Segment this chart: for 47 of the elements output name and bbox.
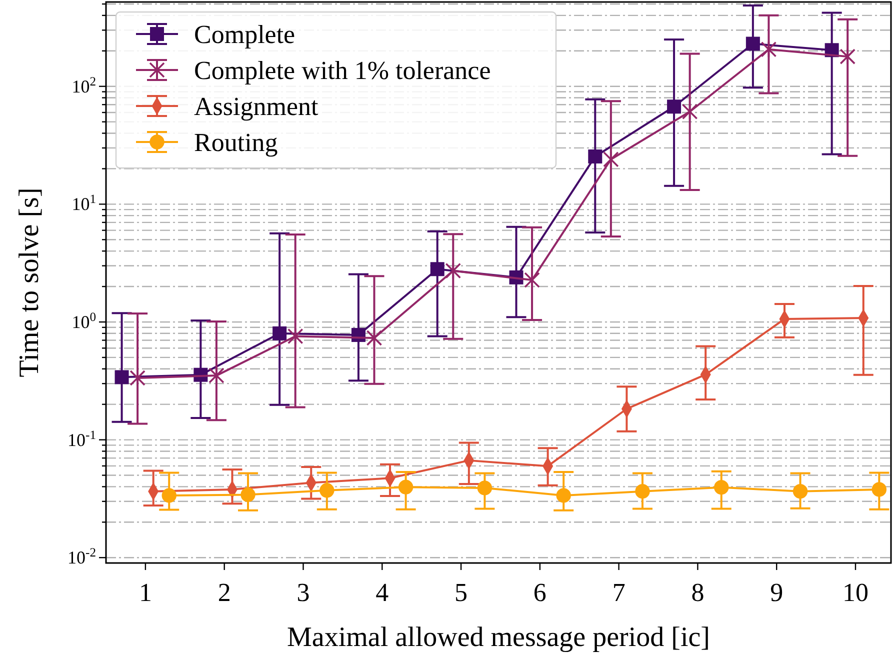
point	[208, 366, 224, 384]
point	[287, 328, 304, 345]
point	[840, 48, 856, 66]
point	[524, 271, 540, 289]
point	[114, 370, 129, 384]
x-tick-label: 3	[296, 578, 310, 607]
x-tick-label: 2	[218, 578, 231, 607]
point	[792, 484, 808, 499]
legend-label: Routing	[194, 128, 278, 157]
point	[635, 484, 650, 499]
point	[714, 480, 729, 495]
legend-label: Complete	[194, 20, 296, 49]
point	[667, 100, 682, 114]
x-tick-label: 1	[138, 578, 152, 607]
point	[162, 488, 176, 503]
y-tick-label: 10$^{-1}$	[68, 428, 96, 450]
point	[872, 482, 887, 497]
x-tick-label: 6	[533, 578, 546, 607]
x-tick-label: 4	[376, 578, 389, 607]
point	[588, 149, 602, 164]
point	[272, 326, 287, 340]
point	[746, 36, 760, 51]
y-tick-label: 10$^{0}$	[72, 310, 96, 332]
x-tick-label: 8	[691, 578, 704, 607]
point	[445, 262, 462, 280]
point	[320, 483, 334, 498]
x-tick-label: 5	[454, 578, 468, 607]
point	[366, 329, 382, 347]
y-tick-label: 10$^{2}$	[72, 74, 96, 96]
point	[398, 480, 414, 494]
legend-label: Assignment	[194, 92, 319, 121]
x-tick-label: 9	[770, 578, 784, 607]
y-tick-label: 10$^{1}$	[72, 192, 96, 214]
point	[477, 480, 492, 496]
point	[556, 488, 571, 503]
legend-label: Complete with 1% tolerance	[194, 56, 491, 85]
y-axis-title: Time to solve [s]	[14, 188, 45, 378]
point	[760, 40, 777, 58]
point	[240, 487, 256, 502]
point	[682, 103, 698, 120]
y-tick-label: 10$^{-2}$	[68, 546, 96, 568]
point	[130, 369, 146, 387]
x-tick-label: 7	[612, 578, 626, 607]
point	[430, 262, 444, 276]
point	[603, 150, 619, 168]
x-tick-label: 10	[842, 578, 868, 607]
x-axis-title: Maximal allowed message period [ic]	[287, 622, 710, 653]
